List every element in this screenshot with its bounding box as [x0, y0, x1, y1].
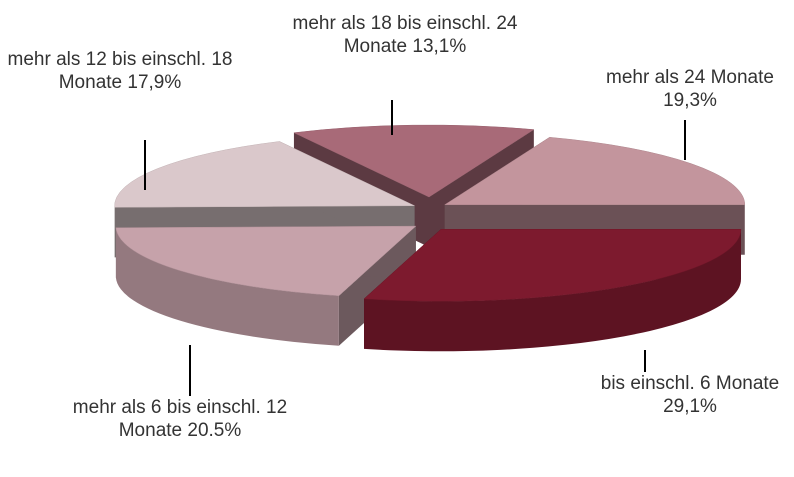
slice-top — [293, 124, 535, 198]
value-label: 20.5% — [187, 420, 242, 441]
slice-label: mehr als 18 bis einschl. 24 Monate 13,1% — [285, 12, 525, 58]
slice-label: mehr als 24 Monate 19,3% — [600, 66, 780, 112]
category-label: mehr als 18 bis einschl. 24 Monate — [292, 13, 518, 57]
slice-top — [443, 137, 746, 205]
slice-top — [115, 225, 417, 296]
slice — [115, 225, 417, 346]
value-label: 13,1% — [412, 36, 467, 57]
slice-wall — [364, 229, 741, 352]
slice-top — [363, 229, 742, 302]
slice-label: bis einschl. 6 Monate 29,1% — [590, 372, 790, 418]
category-label: bis einschl. 6 Monate — [600, 373, 780, 394]
category-label: mehr als 12 bis einschl. 18 Monate — [7, 49, 233, 93]
value-label: 19,3% — [663, 90, 717, 111]
slice-label: mehr als 12 bis einschl. 18 Monate 17,9% — [0, 48, 240, 94]
value-label: 17,9% — [127, 72, 182, 93]
category-label: mehr als 6 bis einschl. 12 Monate — [72, 397, 288, 441]
slice-label: mehr als 6 bis einschl. 12 Monate 20.5% — [60, 396, 300, 442]
value-label: 29,1% — [663, 396, 717, 417]
slice-top — [114, 141, 415, 208]
category-label: mehr als 24 Monate — [606, 67, 774, 88]
slice — [363, 229, 742, 352]
slice-wall — [115, 227, 339, 346]
